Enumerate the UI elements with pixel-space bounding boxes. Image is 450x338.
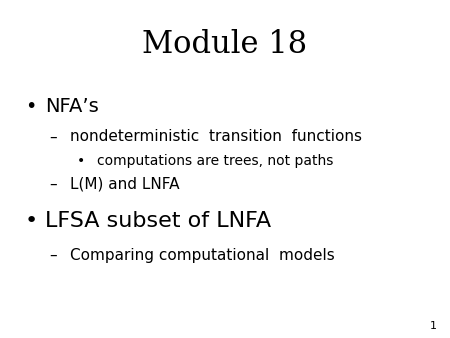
Text: computations are trees, not paths: computations are trees, not paths	[97, 153, 333, 168]
Text: L(M) and LNFA: L(M) and LNFA	[70, 177, 179, 192]
Text: LFSA subset of LNFA: LFSA subset of LNFA	[45, 211, 271, 232]
Text: Module 18: Module 18	[143, 29, 307, 60]
Text: –: –	[50, 248, 57, 263]
Text: Comparing computational  models: Comparing computational models	[70, 248, 334, 263]
Text: NFA’s: NFA’s	[45, 97, 99, 116]
Text: nondeterministic  transition  functions: nondeterministic transition functions	[70, 129, 362, 144]
Text: 1: 1	[429, 321, 436, 331]
Text: –: –	[50, 177, 57, 192]
Text: •: •	[76, 153, 85, 168]
Text: •: •	[25, 211, 38, 232]
Text: •: •	[25, 97, 36, 116]
Text: –: –	[50, 129, 57, 144]
